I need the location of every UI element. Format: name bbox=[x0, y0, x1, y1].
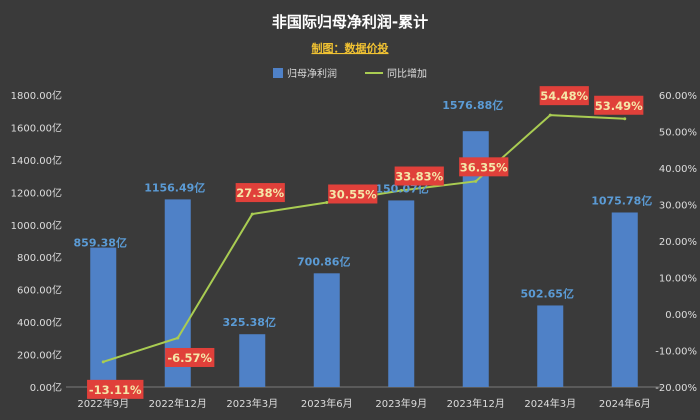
left-axis-tick-label: 1600.00亿 bbox=[11, 121, 62, 134]
chart-title: 非国际归母净利润-累计 bbox=[272, 13, 428, 31]
left-axis-tick-label: 400.00亿 bbox=[17, 316, 62, 329]
legend-swatch-bar bbox=[273, 68, 283, 78]
left-axis-tick-label: 600.00亿 bbox=[17, 284, 62, 297]
right-axis-tick-label: -10.00% bbox=[655, 347, 697, 358]
left-axis-tick-label: 200.00亿 bbox=[17, 349, 62, 362]
bar-value-label: 1075.78亿 bbox=[591, 193, 652, 207]
line-value-label: 36.35% bbox=[459, 157, 509, 177]
left-axis-tick-label: 1000.00亿 bbox=[11, 219, 62, 232]
line-value-label: 27.38% bbox=[235, 183, 285, 203]
right-axis-tick-label: 0.00% bbox=[665, 310, 697, 321]
line-value-label: 30.55% bbox=[328, 184, 378, 204]
line-label-box bbox=[328, 184, 378, 204]
line-value-label: 53.49% bbox=[594, 95, 644, 115]
line-label-text: -6.57% bbox=[167, 351, 212, 365]
x-axis-tick-label: 2023年9月 bbox=[375, 397, 427, 410]
right-axis-tick-label: 50.00% bbox=[659, 128, 697, 139]
growth-point bbox=[623, 117, 627, 121]
bar-value-label: 325.38亿 bbox=[223, 315, 276, 329]
line-label-box bbox=[539, 86, 589, 106]
line-label-text: 27.38% bbox=[236, 186, 284, 200]
chart-subtitle: 制图：数据价投 bbox=[312, 41, 389, 55]
right-axis-tick-label: -20.00% bbox=[655, 383, 697, 394]
line-label-text: 54.48% bbox=[540, 89, 588, 103]
legend-label-line: 同比增加 bbox=[387, 67, 427, 80]
line-label-box bbox=[165, 347, 215, 367]
bar-value-label: 1156.49亿 bbox=[144, 180, 205, 194]
left-axis-tick-label: 1400.00亿 bbox=[11, 154, 62, 167]
line-label-box bbox=[87, 379, 144, 399]
legend: 归母净利润 同比增加 bbox=[273, 67, 427, 80]
x-axis-tick-label: 2024年6月 bbox=[599, 397, 651, 410]
right-axis-tick-label: 20.00% bbox=[659, 237, 697, 248]
bar-value-label: 1576.88亿 bbox=[442, 98, 503, 112]
growth-point bbox=[176, 336, 180, 340]
bar bbox=[611, 212, 638, 387]
right-axis-tick-label: 40.00% bbox=[659, 164, 697, 175]
left-axis-tick-label: 800.00亿 bbox=[17, 251, 62, 264]
line-label-text: 30.55% bbox=[329, 187, 377, 201]
bar-value-label: 859.38亿 bbox=[74, 236, 127, 250]
bar bbox=[537, 305, 564, 387]
bar bbox=[313, 273, 340, 387]
growth-point bbox=[399, 189, 403, 193]
line-value-label: 54.48% bbox=[539, 86, 589, 106]
bar-value-label: 502.65亿 bbox=[521, 286, 574, 300]
legend-label-bar: 归母净利润 bbox=[287, 67, 337, 80]
x-axis-tick-label: 2022年9月 bbox=[77, 397, 129, 410]
line-label-box bbox=[235, 183, 285, 203]
line-label-text: 53.49% bbox=[595, 99, 643, 113]
left-axis-tick-label: 1200.00亿 bbox=[11, 186, 62, 199]
x-axis-tick-label: 2023年3月 bbox=[226, 397, 278, 410]
growth-point bbox=[474, 179, 478, 183]
x-axis-tick-label: 2023年12月 bbox=[447, 397, 505, 410]
bar-value-label: 700.86亿 bbox=[297, 254, 350, 268]
line-value-label: 33.83% bbox=[394, 166, 444, 186]
bar bbox=[90, 247, 117, 387]
right-axis-tick-label: 60.00% bbox=[659, 91, 697, 102]
growth-point bbox=[548, 113, 552, 117]
line-label-text: 33.83% bbox=[395, 170, 443, 184]
line-label-text: -13.11% bbox=[89, 383, 142, 397]
line-value-label: -13.11% bbox=[87, 379, 144, 399]
line-label-text: 36.35% bbox=[460, 160, 508, 174]
line-label-box bbox=[459, 157, 509, 177]
line-label-box bbox=[594, 95, 644, 115]
left-axis-tick-label: 0.00亿 bbox=[30, 381, 62, 394]
right-axis-tick-label: 10.00% bbox=[659, 274, 697, 285]
bar bbox=[388, 200, 415, 387]
x-axis-tick-label: 2022年12月 bbox=[149, 397, 207, 410]
line-value-label: -6.57% bbox=[165, 347, 215, 367]
right-axis-tick-label: 30.00% bbox=[659, 201, 697, 212]
left-axis-tick-label: 1800.00亿 bbox=[11, 89, 62, 102]
growth-point bbox=[325, 200, 329, 204]
growth-point bbox=[250, 212, 254, 216]
line-label-box bbox=[394, 166, 444, 186]
bar bbox=[239, 334, 266, 387]
x-axis-tick-label: 2024年3月 bbox=[524, 397, 576, 410]
x-axis-tick-label: 2023年6月 bbox=[301, 397, 353, 410]
growth-point bbox=[101, 360, 105, 364]
